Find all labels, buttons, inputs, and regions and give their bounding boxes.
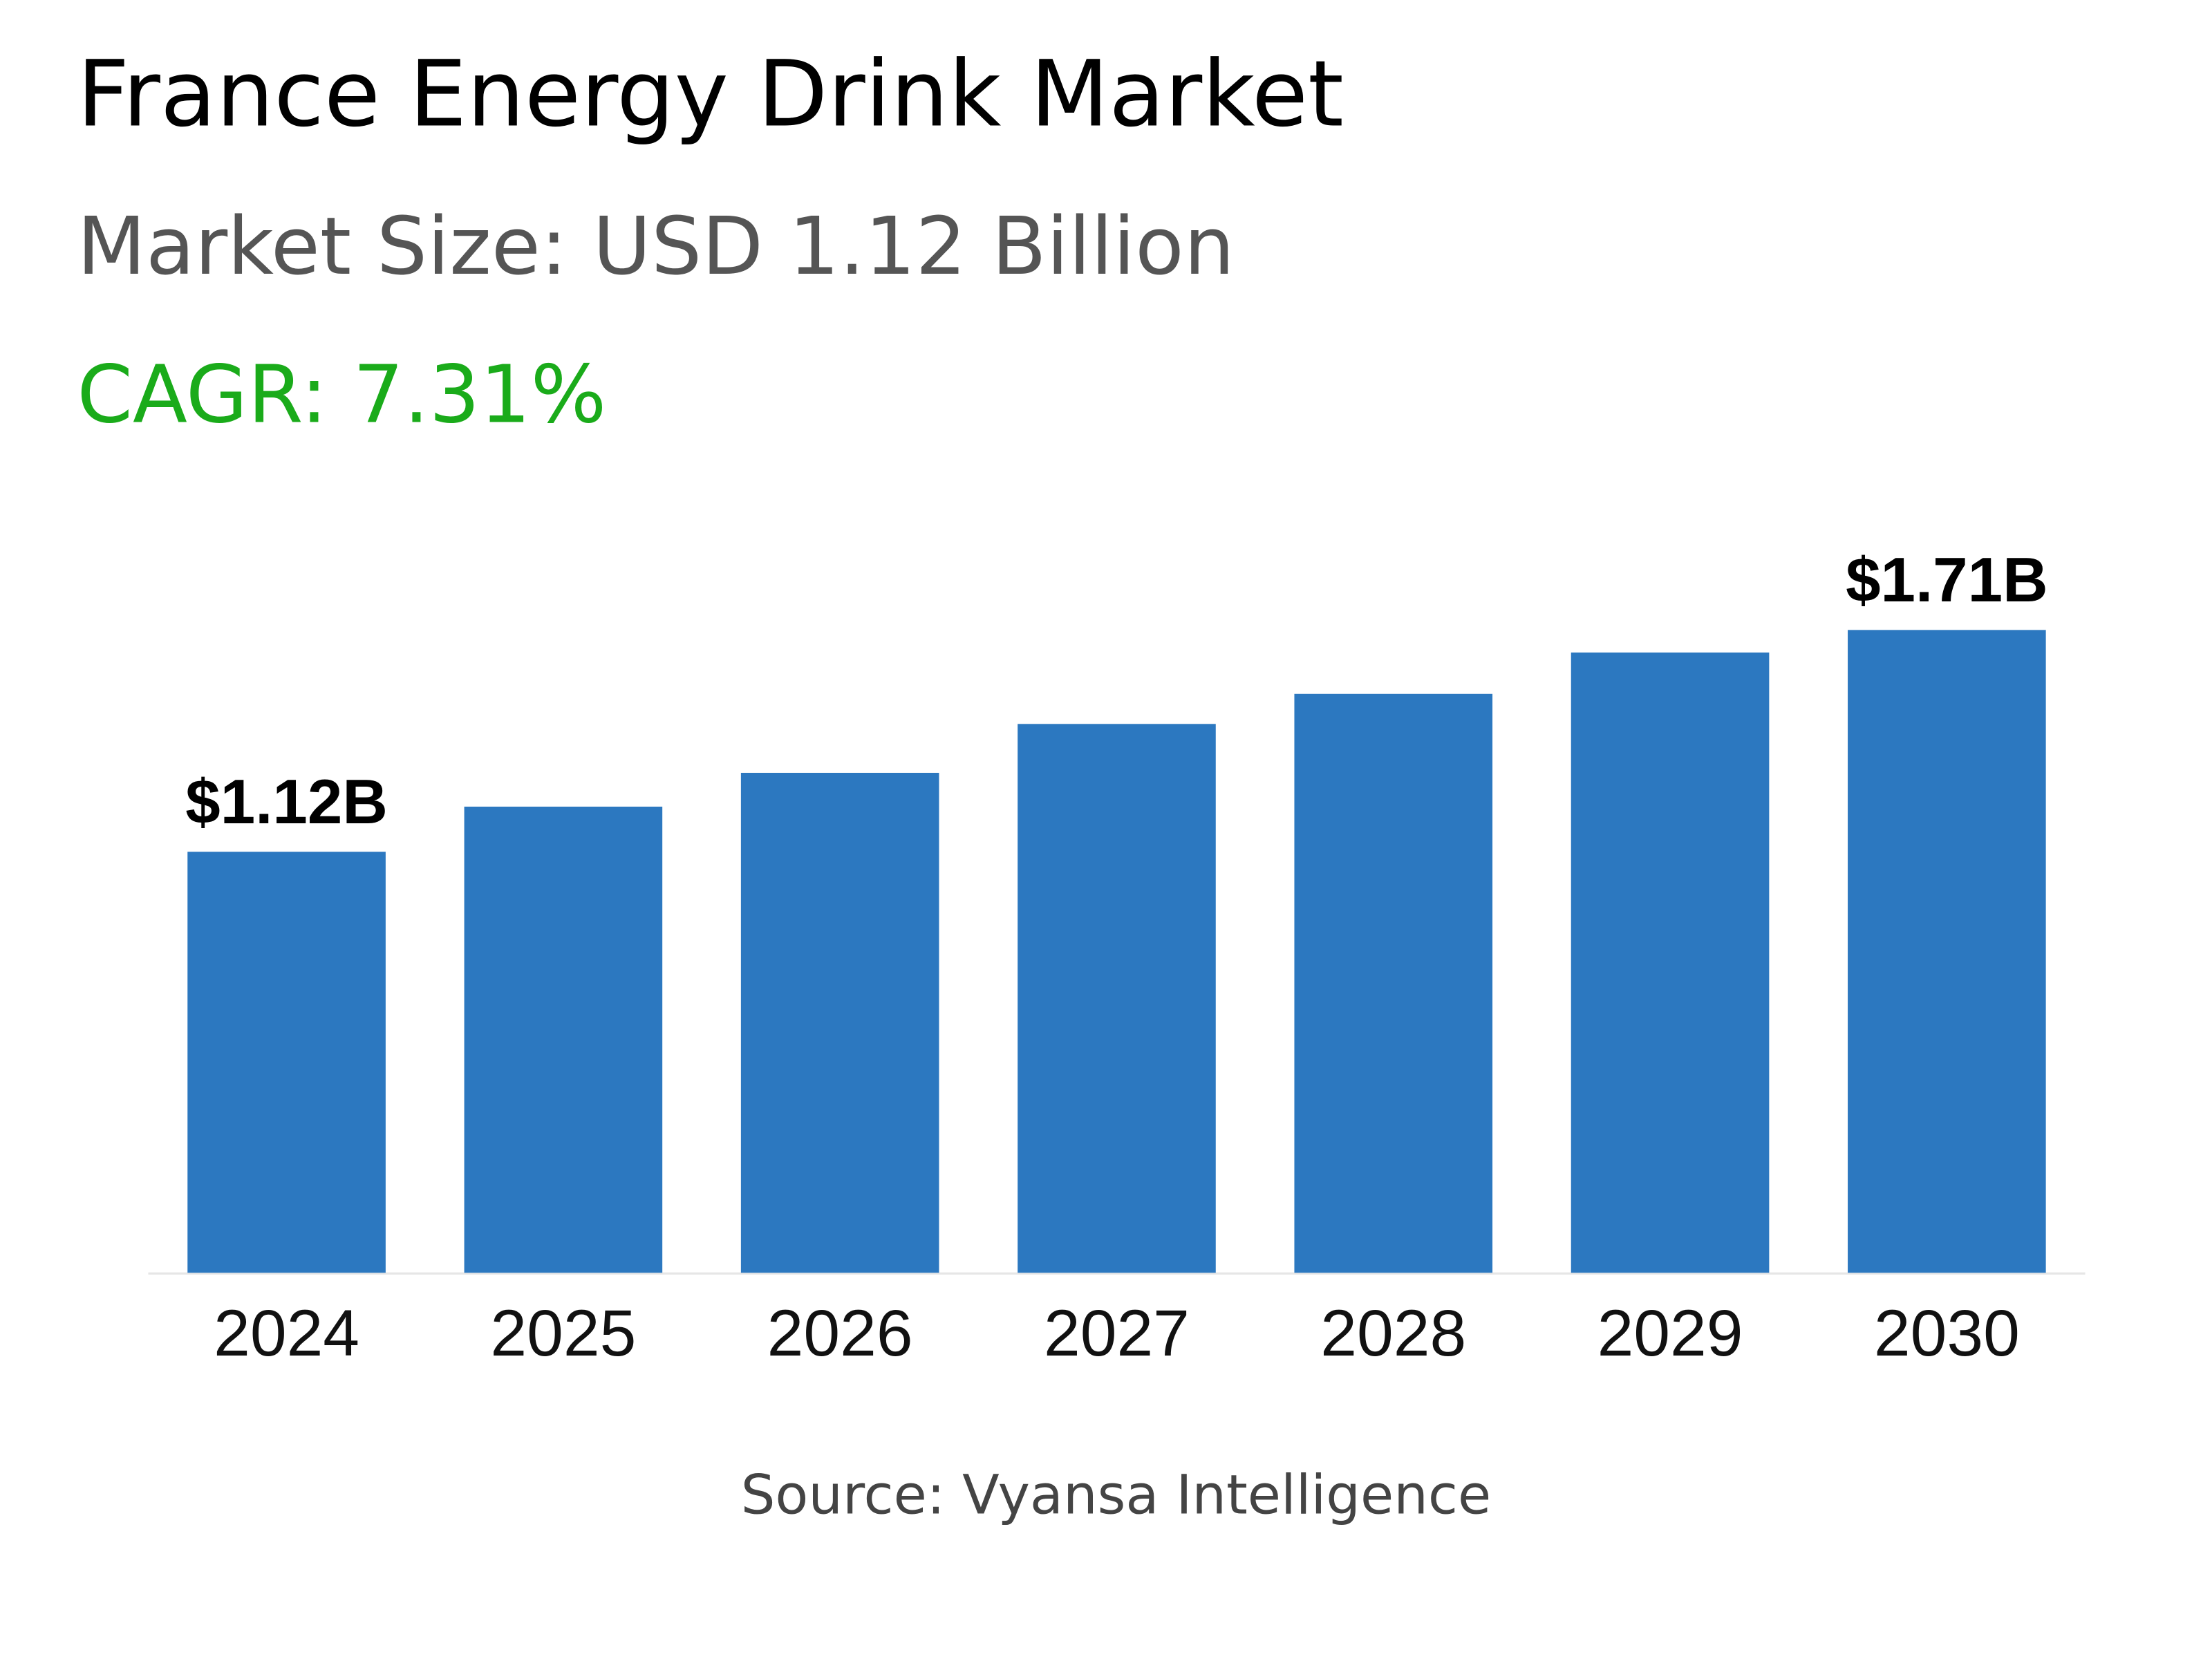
- bar: [1571, 652, 1770, 1273]
- x-tick-label: 2024: [214, 1297, 359, 1370]
- bar: [1848, 630, 2046, 1273]
- source: Source: Vyansa Intelligence: [741, 1464, 1491, 1527]
- value-label: $1.71B: [1846, 545, 2048, 615]
- cagr: CAGR: 7.31%: [77, 348, 606, 441]
- chart-subtitle: Market Size: USD 1.12 Billion: [77, 200, 1235, 293]
- x-tick-label: 2029: [1597, 1297, 1743, 1370]
- x-tick-label: 2030: [1874, 1297, 2020, 1370]
- x-tick-label: 2027: [1044, 1297, 1190, 1370]
- value-label: $1.12B: [185, 767, 388, 837]
- bar: [740, 772, 939, 1273]
- bar: [1294, 693, 1493, 1273]
- x-tick-label: 2025: [490, 1297, 636, 1370]
- bar: [464, 806, 663, 1273]
- bar: [187, 852, 386, 1273]
- x-tick-label: 2028: [1320, 1297, 1466, 1370]
- chart-title: France Energy Drink Market: [77, 41, 1344, 147]
- x-tick-label: 2026: [767, 1297, 913, 1370]
- bar: [1018, 724, 1216, 1273]
